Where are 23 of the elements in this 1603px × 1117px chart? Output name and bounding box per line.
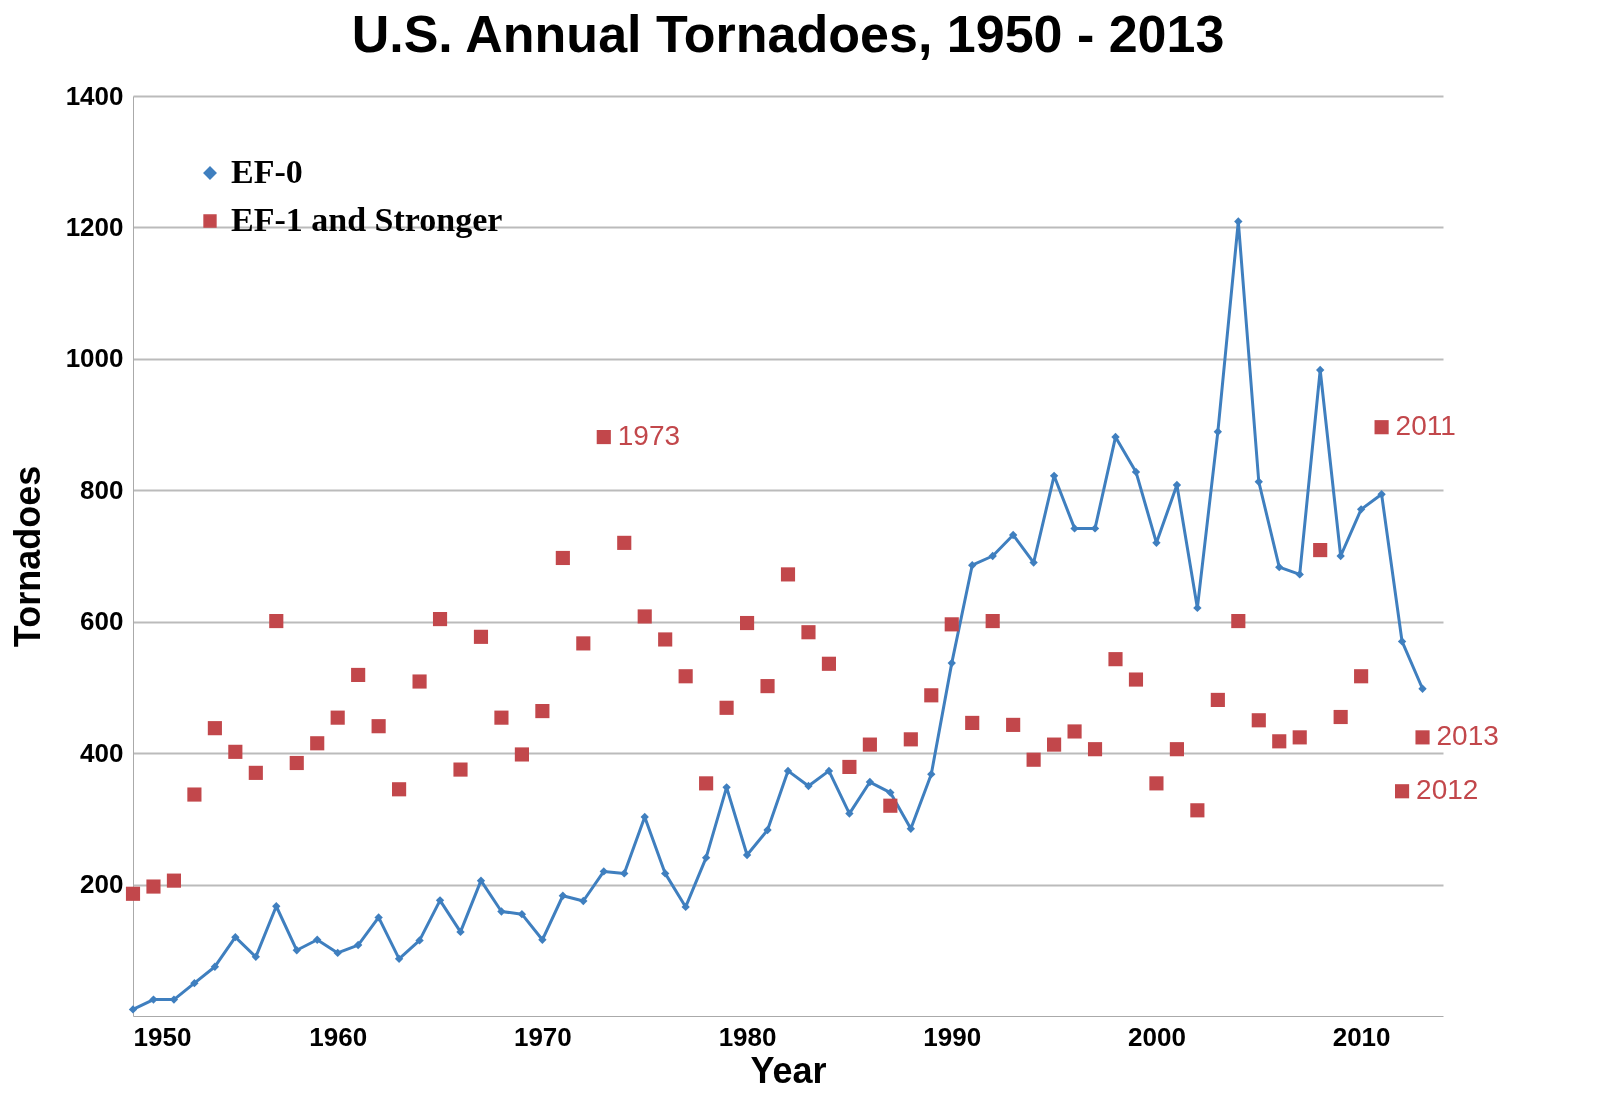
- y-tick-label: 600: [80, 606, 124, 637]
- x-tick-label: 2010: [1332, 1021, 1391, 1052]
- x-tick-label: 1980: [718, 1021, 777, 1052]
- x-axis-title: Year: [750, 1049, 827, 1091]
- annotation: 2012: [1416, 774, 1479, 806]
- y-tick-label: 1400: [65, 80, 124, 111]
- annotation: 1973: [617, 420, 681, 452]
- y-tick-label: 1200: [65, 211, 124, 242]
- x-tick-label: 2000: [1128, 1021, 1186, 1052]
- x-tick-label: 1970: [513, 1021, 572, 1052]
- y-tick-label: 200: [80, 869, 124, 900]
- x-tick-label: 1990: [923, 1021, 982, 1052]
- y-tick-label: 800: [80, 474, 124, 505]
- annotation: 2011: [1395, 410, 1456, 442]
- annotation: 2013: [1436, 720, 1499, 752]
- y-tick-label: 400: [80, 737, 124, 768]
- y-tick-label: 1000: [65, 343, 124, 374]
- legend-label: EF-0: [231, 153, 303, 190]
- legend-label: EF-1 and Stronger: [231, 201, 503, 238]
- x-tick-label: 1950: [133, 1021, 192, 1052]
- x-tick-label: 1960: [309, 1021, 368, 1052]
- chart-title: U.S. Annual Tornadoes, 1950 - 2013: [351, 5, 1225, 63]
- y-axis-title: Tornadoes: [6, 465, 48, 648]
